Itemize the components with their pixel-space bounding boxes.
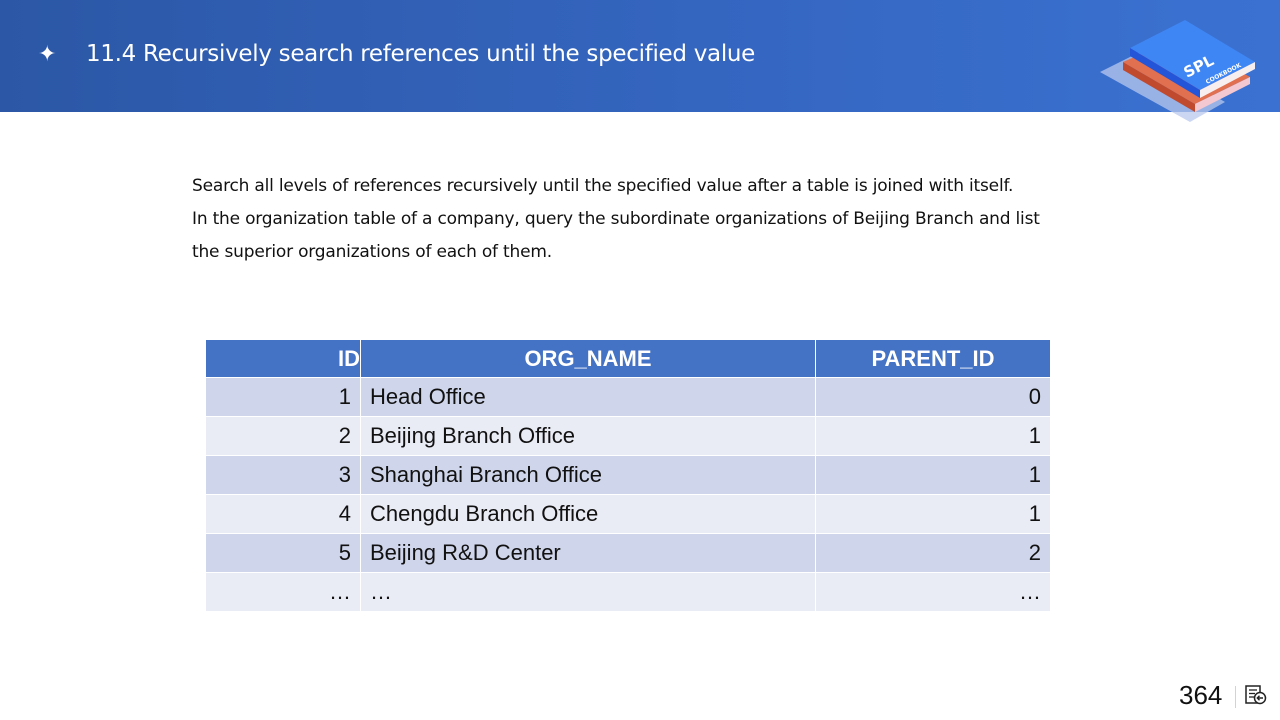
- cell-parent-id: 1: [815, 416, 1051, 456]
- column-header-parent-id: PARENT_ID: [815, 339, 1051, 378]
- cell-id: 5: [205, 533, 361, 573]
- spl-cookbook-logo: SPL COOKBOOK: [1100, 20, 1255, 122]
- table-row: 5 Beijing R&D Center 2: [205, 533, 1051, 573]
- cell-parent-id: …: [815, 572, 1051, 612]
- cell-org-name: Beijing Branch Office: [360, 416, 816, 456]
- cell-parent-id: 1: [815, 455, 1051, 495]
- org-table: ID ORG_NAME PARENT_ID 1 Head Office 0 2 Beij…: [205, 339, 1051, 612]
- cell-org-name: Shanghai Branch Office: [360, 455, 816, 495]
- page-number: 364: [1179, 680, 1223, 710]
- cell-id: …: [205, 572, 361, 612]
- divider: [1235, 686, 1236, 708]
- description-line: In the organization table of a company, …: [192, 209, 1040, 229]
- cell-parent-id: 0: [815, 377, 1051, 417]
- cell-org-name: Chengdu Branch Office: [360, 494, 816, 534]
- cell-id: 4: [205, 494, 361, 534]
- table-header-row: ID ORG_NAME PARENT_ID: [205, 339, 1051, 378]
- table-row: 1 Head Office 0: [205, 377, 1051, 417]
- cell-id: 3: [205, 455, 361, 495]
- table-row: 2 Beijing Branch Office 1: [205, 416, 1051, 456]
- cell-id: 2: [205, 416, 361, 456]
- table-row: ………: [205, 572, 1051, 612]
- return-to-contents-icon[interactable]: [1245, 685, 1267, 705]
- description: Search all levels of references recursiv…: [192, 170, 1132, 269]
- cell-org-name: Beijing R&D Center: [360, 533, 816, 573]
- cell-org-name: …: [360, 572, 816, 612]
- slide-title: 11.4 Recursively search references until…: [86, 41, 756, 67]
- cell-org-name: Head Office: [360, 377, 816, 417]
- column-header-id: ID: [205, 339, 361, 378]
- cell-parent-id: 1: [815, 494, 1051, 534]
- four-point-star-icon: ✦: [38, 42, 57, 67]
- cell-id: 1: [205, 377, 361, 417]
- table-row: 3 Shanghai Branch Office 1: [205, 455, 1051, 495]
- slide-header: ✦ 11.4 Recursively search references unt…: [0, 0, 1280, 122]
- cell-parent-id: 2: [815, 533, 1051, 573]
- column-header-org-name: ORG_NAME: [360, 339, 816, 378]
- description-line: Search all levels of references recursiv…: [192, 176, 1014, 196]
- description-line: the superior organizations of each of th…: [192, 242, 552, 262]
- table-row: 4 Chengdu Branch Office 1: [205, 494, 1051, 534]
